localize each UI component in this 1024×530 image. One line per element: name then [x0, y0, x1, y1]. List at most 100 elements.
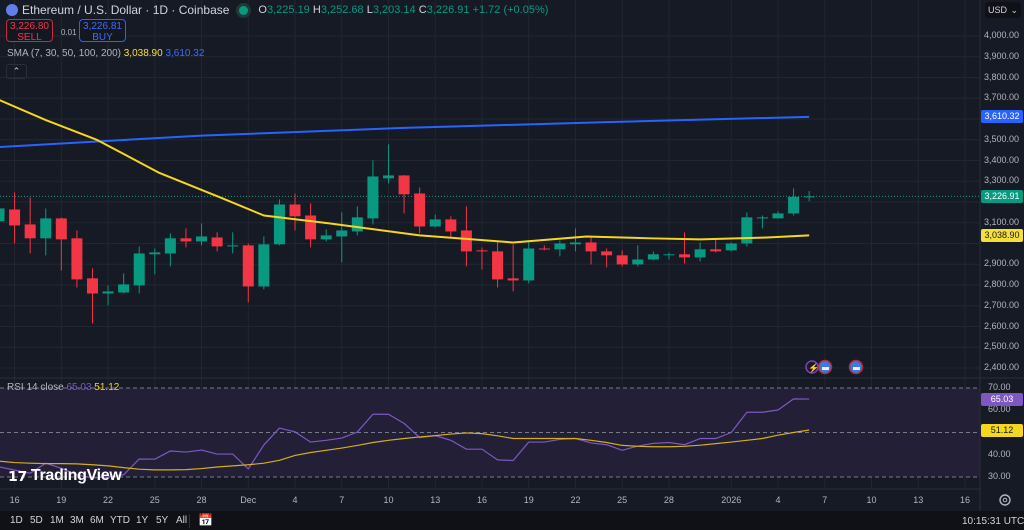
candle-body	[196, 236, 208, 242]
candle-body	[367, 176, 379, 219]
event-icons[interactable]: ⚡	[805, 359, 864, 375]
buy-label: BUY	[92, 32, 113, 43]
candle-body	[710, 249, 722, 252]
candle	[569, 228, 581, 252]
candle	[772, 211, 784, 219]
range-button-ytd[interactable]: YTD	[110, 515, 130, 526]
sell-button[interactable]: 3,226.80 SELL	[6, 19, 53, 43]
candle	[694, 242, 706, 262]
range-button-1m[interactable]: 1M	[50, 515, 64, 526]
candle	[367, 160, 379, 225]
tradingview-logo[interactable]: 𝟭𝟳 TradingView	[8, 467, 122, 485]
candle	[227, 232, 239, 254]
time-tick-label: 7	[339, 495, 345, 505]
candle	[585, 236, 597, 265]
candles	[0, 144, 815, 324]
rsi-bands	[0, 387, 980, 478]
chevron-up-icon: ⌃	[12, 66, 21, 76]
candle	[679, 232, 691, 264]
candle	[133, 246, 145, 294]
candle	[445, 216, 457, 239]
candle-body	[273, 204, 285, 245]
candle-body	[554, 243, 566, 250]
time-tick-label: Dec	[240, 495, 257, 505]
range-button-3m[interactable]: 3M	[70, 515, 84, 526]
range-button-5d[interactable]: 5D	[30, 515, 43, 526]
candle	[86, 268, 98, 324]
symbol-title[interactable]: Ethereum / U.S. Dollar · 1D · Coinbase	[22, 3, 230, 17]
candle-body	[632, 259, 644, 265]
price-tick-label: 3,100.00	[984, 216, 1020, 227]
toolbar-divider	[189, 514, 190, 528]
clock[interactable]: 10:15:31 UTC	[962, 516, 1024, 527]
candle-body	[102, 291, 114, 294]
candle-body	[756, 217, 768, 219]
candle	[554, 240, 566, 257]
range-button-5y[interactable]: 5Y	[156, 515, 169, 526]
buy-button[interactable]: 3,226.81 BUY	[79, 19, 126, 43]
settings-gear-icon[interactable]	[999, 494, 1011, 506]
time-tick-label: 10	[383, 495, 394, 505]
collapse-legend-button[interactable]: ⌃	[6, 64, 27, 79]
go-to-date-calendar-icon[interactable]: 📅	[198, 513, 213, 527]
candle-body	[227, 245, 239, 247]
range-button-6m[interactable]: 6M	[90, 515, 104, 526]
currency-label: USD	[988, 5, 1008, 15]
candle-body	[133, 253, 145, 286]
price-tick-label: 2,400.00	[984, 362, 1020, 372]
candle-body	[679, 254, 691, 258]
candle	[476, 247, 488, 270]
candle	[40, 208, 52, 256]
price-tick-label: 3,500.00	[984, 133, 1020, 144]
time-tick-label: 28	[196, 495, 207, 505]
sell-price: 3,226.80	[10, 21, 49, 32]
market-status-icon[interactable]	[239, 5, 249, 15]
candle	[149, 248, 161, 275]
candle-body	[460, 230, 472, 252]
candle	[305, 203, 317, 248]
candle-body	[601, 251, 613, 256]
time-tick-label: 22	[103, 495, 114, 505]
candle	[242, 243, 254, 303]
time-tick-label: 16	[959, 495, 970, 505]
last-price-label: 3,226.91	[981, 189, 1023, 203]
candle-body	[383, 175, 394, 179]
candle-body	[180, 238, 192, 242]
range-button-all[interactable]: All	[176, 515, 188, 526]
rsi-tick-label: 70.00	[988, 382, 1011, 392]
candle	[180, 228, 192, 248]
candle-body	[616, 255, 628, 265]
rsi-tick-label: 60.00	[988, 404, 1011, 415]
rsi-lines	[0, 398, 810, 479]
time-tick-label: 4	[292, 495, 298, 505]
candle	[336, 212, 348, 263]
ohlc-values: O3,225.19 H3,252.68 L3,203.14 C3,226.91 …	[258, 4, 549, 16]
candle	[725, 242, 737, 252]
price-tick-label: 2,600.00	[984, 320, 1020, 331]
candle	[55, 217, 67, 271]
currency-select[interactable]: USD ⌄	[985, 2, 1021, 18]
candle	[398, 175, 410, 214]
logo-text: TradingView	[30, 467, 122, 484]
candle	[741, 212, 753, 247]
range-button-1y[interactable]: 1Y	[136, 515, 149, 526]
symbol-header[interactable]: Ethereum / U.S. Dollar · 1D · Coinbase O…	[6, 3, 548, 17]
sma200-value: 3,610.32	[165, 48, 205, 59]
price-tick-label: 3,400.00	[984, 154, 1020, 165]
candle-body	[289, 204, 301, 217]
candle-body	[71, 238, 83, 280]
candle	[211, 232, 223, 252]
time-tick-label: 25	[617, 495, 628, 505]
time-tick-label: 7	[822, 495, 828, 505]
tradingview-mark-icon: 𝟭𝟳	[8, 467, 27, 484]
rsi-legend-label: RSI 14 close	[7, 382, 64, 393]
candle	[601, 248, 613, 268]
sma-legend[interactable]: SMA (7, 30, 50, 100, 200) 3,038.90 3,610…	[7, 48, 204, 59]
candle-body	[118, 284, 130, 293]
candle-body	[258, 244, 270, 287]
rsi-legend[interactable]: RSI 14 close 65.03 51.12	[7, 382, 119, 393]
ethereum-logo-icon	[6, 4, 18, 16]
candle-body	[0, 208, 5, 222]
range-button-1d[interactable]: 1D	[10, 515, 23, 526]
